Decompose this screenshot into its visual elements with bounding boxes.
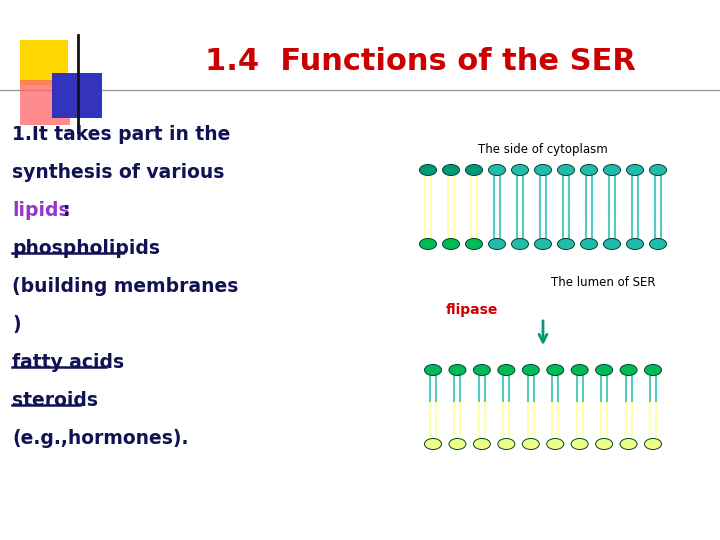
Text: The side of cytoplasm: The side of cytoplasm bbox=[478, 144, 608, 157]
Ellipse shape bbox=[603, 239, 621, 249]
Ellipse shape bbox=[522, 364, 539, 375]
Ellipse shape bbox=[425, 364, 441, 375]
Text: synthesis of various: synthesis of various bbox=[12, 163, 225, 182]
Text: steroids: steroids bbox=[12, 391, 98, 410]
Ellipse shape bbox=[595, 364, 613, 375]
Ellipse shape bbox=[473, 364, 490, 375]
Bar bbox=[20, 80, 70, 125]
Bar bbox=[52, 73, 102, 118]
Ellipse shape bbox=[511, 165, 528, 176]
Text: The lumen of SER: The lumen of SER bbox=[551, 275, 655, 288]
Ellipse shape bbox=[546, 364, 564, 375]
Ellipse shape bbox=[420, 239, 436, 249]
Ellipse shape bbox=[626, 239, 644, 249]
Ellipse shape bbox=[557, 165, 575, 176]
Ellipse shape bbox=[644, 364, 662, 375]
Text: 1.It takes part in the: 1.It takes part in the bbox=[12, 125, 230, 144]
Text: :: : bbox=[63, 201, 71, 220]
Ellipse shape bbox=[425, 438, 441, 449]
Text: (e.g.,hormones).: (e.g.,hormones). bbox=[12, 429, 189, 448]
Ellipse shape bbox=[449, 438, 466, 449]
Text: (building membranes: (building membranes bbox=[12, 277, 238, 296]
Ellipse shape bbox=[443, 165, 459, 176]
Text: 1.4  Functions of the SER: 1.4 Functions of the SER bbox=[204, 48, 636, 77]
Ellipse shape bbox=[580, 239, 598, 249]
Ellipse shape bbox=[595, 438, 613, 449]
Ellipse shape bbox=[649, 165, 667, 176]
Ellipse shape bbox=[420, 165, 436, 176]
Ellipse shape bbox=[449, 364, 466, 375]
Ellipse shape bbox=[466, 165, 482, 176]
Ellipse shape bbox=[498, 438, 515, 449]
Ellipse shape bbox=[620, 438, 637, 449]
Text: ): ) bbox=[12, 315, 21, 334]
Ellipse shape bbox=[546, 438, 564, 449]
Ellipse shape bbox=[473, 438, 490, 449]
Ellipse shape bbox=[557, 239, 575, 249]
Ellipse shape bbox=[571, 438, 588, 449]
Ellipse shape bbox=[522, 438, 539, 449]
Ellipse shape bbox=[620, 364, 637, 375]
Ellipse shape bbox=[649, 239, 667, 249]
Ellipse shape bbox=[571, 364, 588, 375]
Text: phospholipids: phospholipids bbox=[12, 239, 160, 258]
Text: flipase: flipase bbox=[446, 303, 498, 317]
Ellipse shape bbox=[488, 239, 505, 249]
Ellipse shape bbox=[488, 165, 505, 176]
Ellipse shape bbox=[511, 239, 528, 249]
Ellipse shape bbox=[534, 165, 552, 176]
Ellipse shape bbox=[603, 165, 621, 176]
Ellipse shape bbox=[644, 438, 662, 449]
Text: fatty acids: fatty acids bbox=[12, 353, 124, 372]
Text: lipids: lipids bbox=[12, 201, 70, 220]
Ellipse shape bbox=[443, 239, 459, 249]
Ellipse shape bbox=[466, 239, 482, 249]
Ellipse shape bbox=[534, 239, 552, 249]
Bar bbox=[20, 40, 68, 85]
Ellipse shape bbox=[626, 165, 644, 176]
Ellipse shape bbox=[580, 165, 598, 176]
Ellipse shape bbox=[498, 364, 515, 375]
